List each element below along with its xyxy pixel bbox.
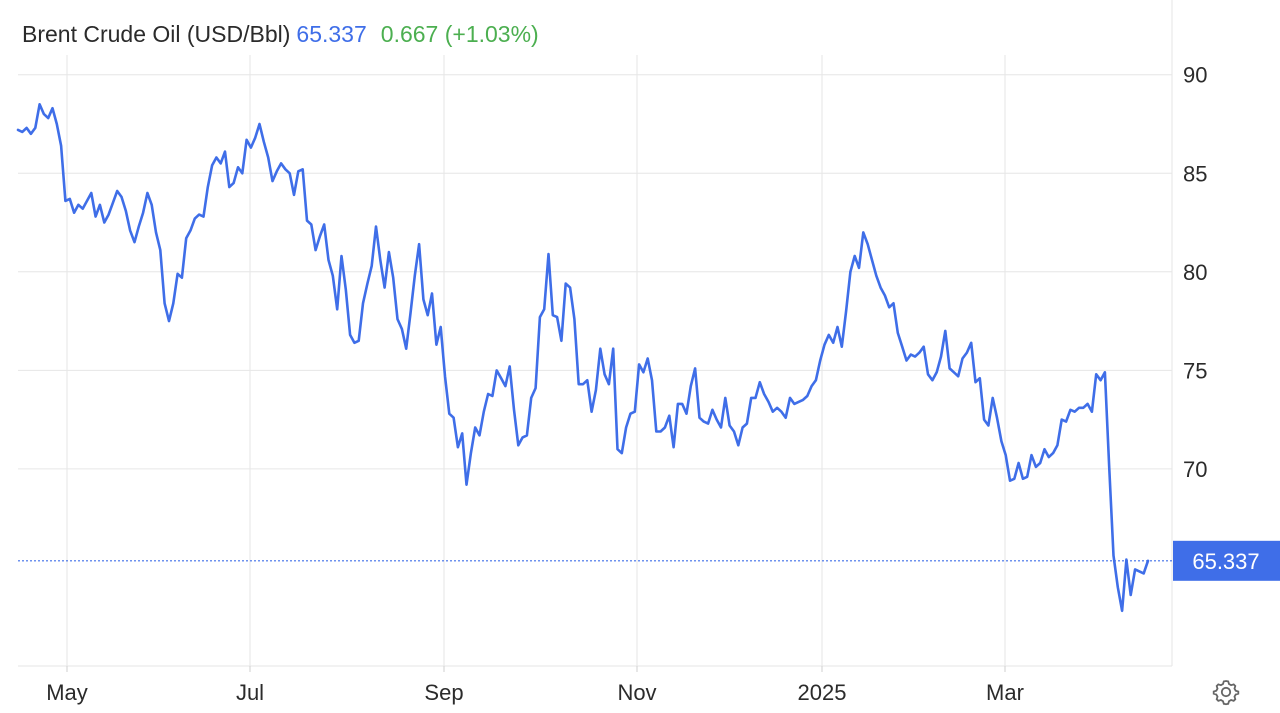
price-change-value: 0.667 bbox=[380, 21, 439, 47]
settings-button[interactable] bbox=[1210, 676, 1242, 708]
last-price-label: 65.337 bbox=[1192, 549, 1259, 574]
x-tick-label: Sep bbox=[424, 680, 463, 705]
instrument-name: Brent Crude Oil (USD/Bbl) bbox=[22, 21, 291, 47]
gear-icon bbox=[1212, 680, 1240, 706]
x-tick-label: Jul bbox=[236, 680, 264, 705]
chart-header: Brent Crude Oil (USD/Bbl) 65.337 0.667 (+1… bbox=[22, 18, 539, 50]
y-tick-label: 80 bbox=[1183, 260, 1207, 285]
y-tick-label: 75 bbox=[1183, 358, 1207, 383]
x-tick-label: Nov bbox=[617, 680, 656, 705]
x-tick-label: 2025 bbox=[798, 680, 847, 705]
price-change-percent: (+1.03%) bbox=[444, 21, 539, 47]
current-price: 65.337 bbox=[296, 21, 367, 47]
y-tick-label: 90 bbox=[1183, 63, 1207, 88]
x-tick-label: Mar bbox=[986, 680, 1024, 705]
x-tick-label: May bbox=[46, 680, 88, 705]
y-tick-label: 70 bbox=[1183, 457, 1207, 482]
last-price-badge bbox=[1173, 540, 1280, 581]
price-change: 0.667 (+1.03%) bbox=[381, 21, 539, 47]
y-tick-label: 85 bbox=[1183, 161, 1207, 186]
price-line bbox=[16, 103, 1150, 613]
